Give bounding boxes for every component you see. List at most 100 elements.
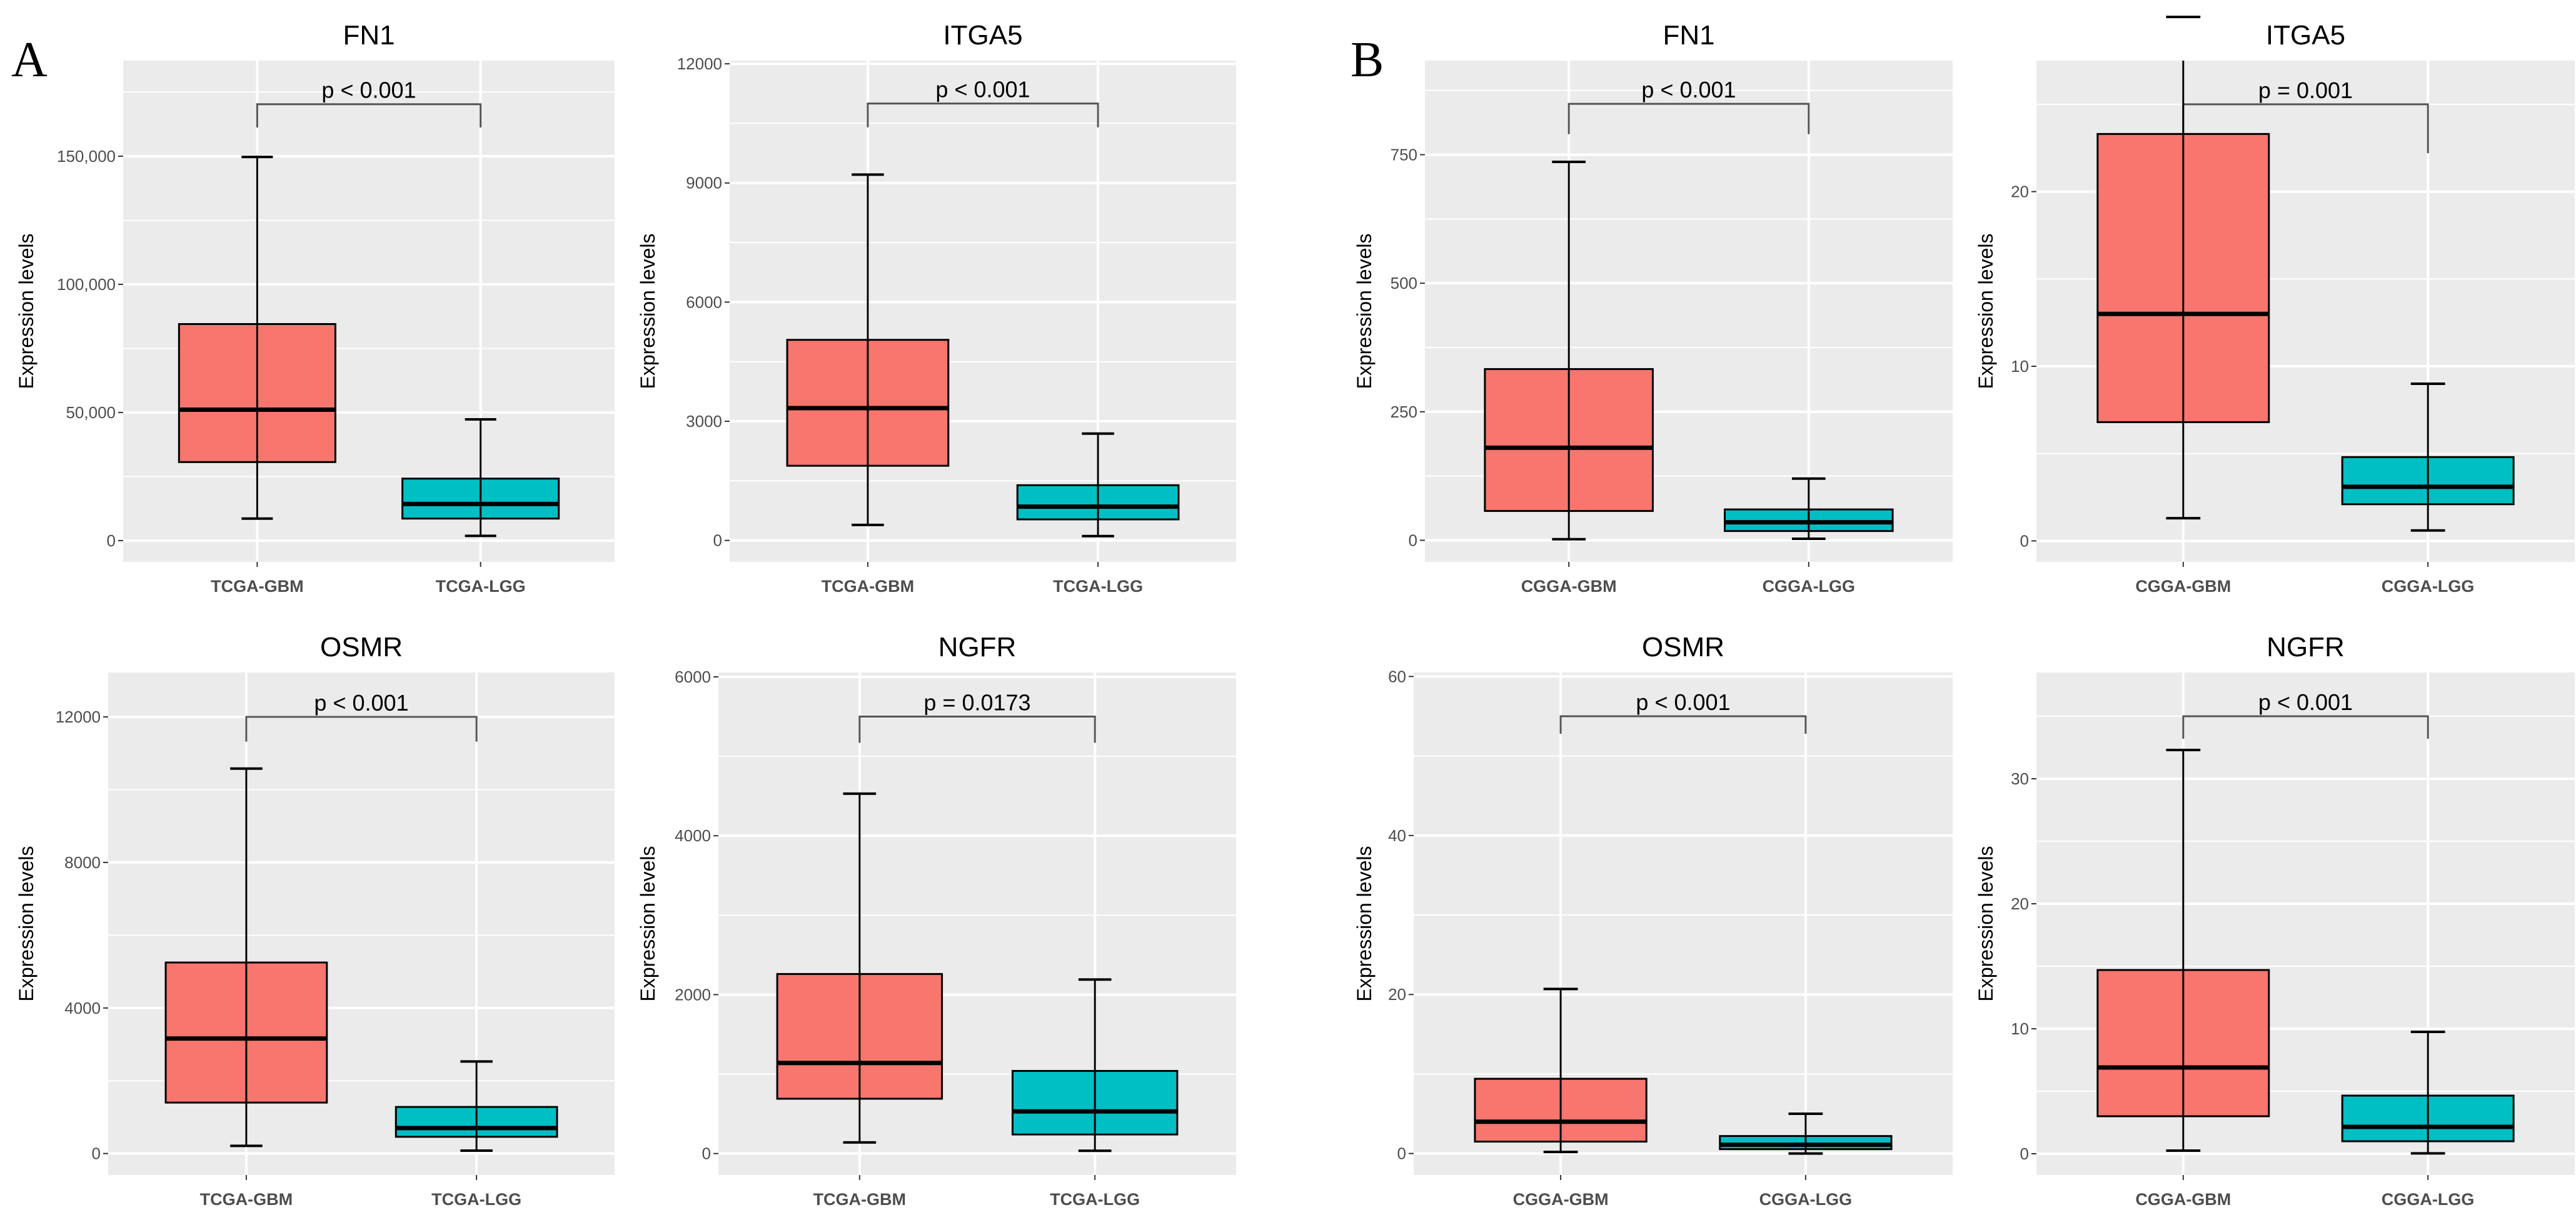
box-cgga-gbm [2096, 16, 2270, 520]
boxplot-panel-1: 0 3000 6000 9000 12000 p < 0.001 TCGA-GBM TCGA-… [636, 20, 1236, 596]
panel-title: ITGA5 [943, 20, 1022, 51]
y-tick-label: 50,000 [66, 403, 116, 422]
box-cgga-gbm [1474, 988, 1648, 1154]
boxplot-panel-4: 0 4000 8000 12000 p < 0.001 TCGA-GBM TCGA-LGG O… [15, 632, 615, 1209]
box-tcga-lgg [1016, 432, 1180, 538]
y-tick-label: 0 [702, 1144, 711, 1163]
box-tcga-gbm [178, 156, 336, 520]
p-value-label: p < 0.001 [1636, 689, 1730, 715]
box-cgga-gbm [1484, 161, 1654, 541]
p-value-label: p < 0.001 [2258, 689, 2353, 715]
y-axis-title: Expression levels [1975, 846, 1997, 1002]
x-tick-label: CGGA-LGG [1759, 1190, 1853, 1209]
boxplot-panel-5: 0 2000 4000 6000 p = 0.0173 TCGA-GBM TCGA-LGG N… [636, 632, 1236, 1209]
y-tick-label: 0 [107, 531, 116, 550]
y-tick-label: 6000 [675, 668, 711, 686]
y-tick-label: 150,000 [57, 147, 116, 166]
y-tick-label: 12000 [677, 54, 722, 73]
x-tick-label: TCGA-LGG [436, 577, 526, 596]
y-axis-title: Expression levels [15, 234, 38, 389]
significance-bracket [2182, 715, 2429, 739]
y-tick-label: 20 [1388, 985, 1406, 1004]
p-value-label: p < 0.001 [1641, 77, 1736, 102]
panel-title: NGFR [938, 632, 1017, 662]
box-cgga-lgg [2341, 382, 2515, 532]
y-tick-label: 250 [1391, 402, 1417, 421]
x-tick-label: TCGA-GBM [822, 577, 914, 596]
y-axis-title: Expression levels [636, 846, 659, 1002]
boxplot-panel-7: 0 10 20 30 p < 0.001 CGGA-GBM CGGA-LGG NGFR Expr… [1975, 632, 2575, 1209]
x-tick-label: CGGA-GBM [1521, 577, 1617, 596]
y-tick-label: 0 [2020, 531, 2029, 550]
x-tick-label: TCGA-GBM [211, 577, 303, 596]
y-tick-label: 4000 [64, 999, 101, 1018]
x-tick-label: CGGA-LGG [2382, 577, 2475, 596]
p-value-label: p = 0.0173 [923, 690, 1030, 716]
x-tick-label: TCGA-LGG [431, 1190, 521, 1209]
box-cgga-lgg [2341, 1031, 2515, 1155]
x-tick-label: TCGA-LGG [1053, 577, 1143, 596]
x-tick-label: CGGA-GBM [2135, 577, 2231, 596]
boxplot-panel-0: 0 50,000 100,000 150,000 p < 0.001 TCGA-GBM TC… [15, 20, 615, 596]
significance-bracket [858, 716, 1096, 743]
y-tick-label: 20 [2011, 182, 2029, 201]
panel-title: OSMR [1642, 632, 1724, 662]
y-tick-label: 40 [1388, 826, 1406, 845]
y-axis-title: Expression levels [1353, 234, 1376, 389]
y-tick-label: 0 [1397, 1144, 1406, 1163]
x-tick-label: CGGA-LGG [2382, 1190, 2475, 1209]
box-tcga-lgg [1011, 978, 1179, 1152]
p-value-label: p < 0.001 [321, 78, 416, 103]
box-tcga-gbm [776, 792, 943, 1144]
significance-bracket [256, 103, 482, 128]
plot-background [730, 61, 1236, 562]
y-tick-label: 750 [1391, 146, 1417, 164]
box-tcga-gbm [786, 173, 950, 526]
x-tick-label: CGGA-LGG [1763, 577, 1856, 596]
y-tick-label: 30 [2011, 769, 2029, 788]
y-tick-label: 0 [2020, 1144, 2029, 1163]
box-tcga-lgg [395, 1060, 558, 1152]
y-tick-label: 0 [92, 1144, 101, 1163]
y-tick-label: 20 [2011, 894, 2029, 913]
y-tick-label: 60 [1388, 667, 1406, 686]
panel-title: OSMR [320, 632, 403, 662]
p-value-label: p < 0.001 [314, 690, 408, 716]
y-axis-title: Expression levels [1975, 234, 1997, 389]
y-tick-label: 100,000 [57, 275, 116, 294]
panel-title: FN1 [343, 20, 395, 51]
panel-title: NGFR [2267, 632, 2345, 662]
y-axis-title: Expression levels [15, 846, 38, 1002]
significance-bracket [245, 716, 478, 742]
boxplot-panel-3: 0 10 20 p = 0.001 CGGA-GBM CGGA-LGG ITGA5 Expre… [1975, 16, 2575, 596]
y-axis-title: Expression levels [636, 234, 659, 389]
y-tick-label: 0 [713, 531, 722, 550]
panel-title: FN1 [1663, 20, 1714, 51]
significance-bracket [867, 102, 1099, 128]
panel-label-a: A [11, 32, 48, 88]
box-tcga-gbm [164, 767, 328, 1148]
boxplot-panel-6: 0 20 40 60 p < 0.001 CGGA-GBM CGGA-LGG OSMR Expr… [1353, 632, 1953, 1209]
panel-title: ITGA5 [2266, 20, 2345, 51]
y-tick-label: 9000 [686, 174, 722, 192]
y-tick-label: 12000 [56, 708, 101, 726]
x-tick-label: TCGA-GBM [813, 1190, 906, 1209]
boxplot-panel-2: 0 250 500 750 p < 0.001 CGGA-GBM CGGA-LGG FN1 Ex… [1353, 20, 1953, 596]
significance-bracket [1567, 102, 1810, 134]
box-tcga-lgg [401, 418, 560, 538]
x-tick-label: TCGA-LGG [1050, 1190, 1140, 1209]
y-tick-label: 10 [2011, 357, 2029, 376]
y-tick-label: 4000 [675, 826, 711, 845]
y-tick-label: 500 [1391, 274, 1417, 292]
y-tick-label: 0 [1409, 531, 1417, 549]
x-tick-label: TCGA-GBM [200, 1190, 293, 1209]
significance-bracket [1559, 715, 1807, 734]
box-cgga-gbm [2096, 749, 2270, 1152]
x-tick-label: CGGA-GBM [2135, 1190, 2231, 1209]
p-value-label: p < 0.001 [935, 77, 1030, 102]
y-tick-label: 10 [2011, 1019, 2029, 1038]
p-value-label: p = 0.001 [2258, 78, 2353, 103]
y-tick-label: 2000 [675, 985, 711, 1004]
y-tick-label: 8000 [64, 853, 101, 872]
